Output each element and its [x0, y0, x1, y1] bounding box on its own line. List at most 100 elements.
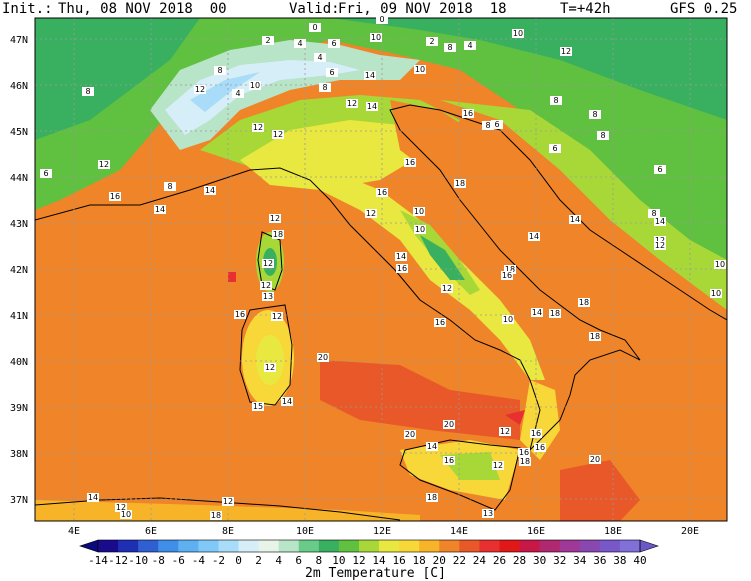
forecast-lead: T=+42h: [560, 1, 611, 17]
temperature-value-label: 10: [715, 260, 725, 269]
value-label-box: [370, 33, 382, 42]
value-label-box: [395, 252, 407, 261]
temperature-value-label: 18: [505, 265, 515, 274]
colorbar-swatch: [98, 540, 119, 552]
value-label-box: [512, 29, 524, 38]
latitude-labels: 47N 46N 45N 44N 43N 42N 41N 40N 39N 38N …: [10, 35, 28, 506]
value-label-box: [426, 37, 438, 46]
value-label-box: [501, 271, 513, 280]
colorbar-tick-label: -8: [151, 554, 165, 567]
lon-label: 14E: [450, 526, 468, 537]
colorbar-tick-label: -10: [128, 554, 149, 567]
value-label-box: [404, 430, 416, 439]
value-label-box: [462, 109, 474, 118]
colorbar-tick-label: 18: [412, 554, 426, 567]
temperature-value-label: 18: [590, 332, 600, 341]
temperature-value-label: 18: [520, 457, 530, 466]
lon-label: 12E: [373, 526, 391, 537]
temperature-value-label: 2: [429, 37, 434, 46]
value-label-box: [87, 493, 99, 502]
value-label-box: [328, 39, 340, 48]
value-label-box: [210, 511, 222, 520]
temperature-value-label: 14: [396, 252, 406, 261]
temperature-value-label: 18: [550, 309, 560, 318]
value-label-box: [549, 144, 561, 153]
colorbar-tick-label: 14: [372, 554, 386, 567]
value-label-box: [249, 81, 261, 90]
value-label-box: [413, 207, 425, 216]
temperature-value-label: 14: [88, 493, 98, 502]
value-label-box: [376, 15, 388, 24]
value-label-box: [464, 41, 476, 50]
value-label-box: [444, 43, 456, 52]
value-label-box: [109, 192, 121, 201]
value-label-box: [234, 310, 246, 319]
value-label-box: [376, 188, 388, 197]
value-label-box: [499, 427, 511, 436]
value-label-box: [491, 120, 503, 129]
temperature-value-label: 15: [253, 402, 263, 411]
temperature-value-label: 4: [467, 41, 472, 50]
colorbar-swatch: [519, 540, 541, 552]
value-label-box: [262, 259, 274, 268]
value-label-box: [164, 182, 176, 191]
colorbar-tick-label: 38: [613, 554, 627, 567]
value-label-box: [578, 298, 590, 307]
value-label-box: [252, 402, 264, 411]
temperature-value-label: 14: [532, 308, 542, 317]
model-name: GFS 0.25: [670, 1, 738, 17]
temperature-value-label: 8: [600, 131, 605, 140]
value-label-box: [654, 241, 666, 250]
colorbar-max-arrow: [639, 539, 659, 553]
lon-label: 16E: [527, 526, 545, 537]
temperature-value-label: 14: [655, 217, 665, 226]
value-label-box: [262, 292, 274, 301]
value-label-box: [569, 215, 581, 224]
temperature-value-label: 10: [121, 510, 131, 519]
colorbar-swatch: [278, 540, 300, 552]
value-label-box: [434, 318, 446, 327]
colorbar-tick-label: 2: [255, 554, 262, 567]
temperature-value-label: 12: [655, 236, 665, 245]
lat-label: 41N: [10, 311, 28, 322]
temperature-value-label: 20: [444, 420, 454, 429]
init-time: Thu, 08 NOV 2018 00: [58, 1, 227, 17]
value-label-box: [443, 420, 455, 429]
temperature-value-label: 8: [322, 83, 327, 92]
temperature-value-label: 10: [415, 225, 425, 234]
temperature-value-label: 14: [570, 215, 580, 224]
value-label-box: [550, 96, 562, 105]
colorbar-swatch: [238, 540, 260, 552]
colorbar-swatch: [338, 540, 360, 552]
value-label-box: [654, 236, 666, 245]
temperature-value-label: 8: [485, 121, 490, 130]
value-label-box: [654, 217, 666, 226]
colorbar-tick-label: 28: [512, 554, 527, 567]
value-label-box: [346, 99, 358, 108]
value-label-box: [426, 442, 438, 451]
lon-label: 8E: [222, 526, 234, 537]
temperature-value-label: 16: [519, 448, 529, 457]
temperature-value-label: 16: [377, 188, 387, 197]
value-label-box: [714, 260, 726, 269]
value-label-box: [260, 281, 272, 290]
temperature-value-label: 12: [272, 312, 282, 321]
temperature-value-label: 18: [211, 511, 221, 520]
colorbar-tick-label: 40: [633, 554, 647, 567]
temperature-value-label: 16: [463, 109, 473, 118]
colorbar-frame: [97, 539, 641, 553]
value-label-box: [710, 289, 722, 298]
value-label-box: [269, 214, 281, 223]
lat-label: 46N: [10, 81, 28, 92]
colorbar-tick-label: 20: [432, 554, 446, 567]
colorbar-swatch: [599, 540, 621, 552]
valid-label: Valid:: [289, 1, 340, 17]
colorbar-swatch: [158, 540, 179, 552]
colorbar-swatch: [399, 540, 420, 552]
graticule: [35, 18, 727, 521]
value-label-box: [443, 456, 455, 465]
temperature-value-label: 16: [405, 158, 415, 167]
temperature-value-label: 18: [273, 230, 283, 239]
value-label-box: [309, 23, 321, 32]
